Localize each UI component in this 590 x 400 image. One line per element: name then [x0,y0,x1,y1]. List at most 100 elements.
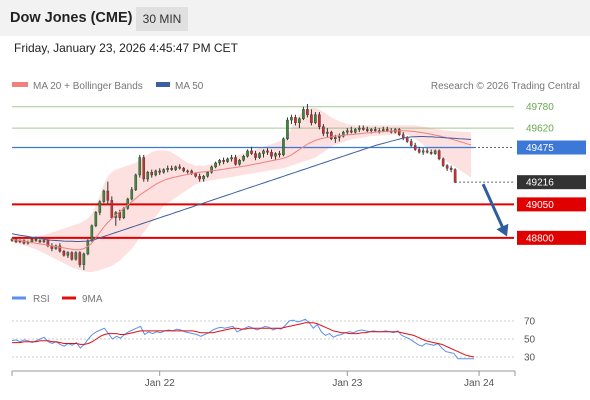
candle-body [62,251,66,256]
candle-body [445,165,449,169]
candle-body [453,169,457,183]
ma50-line [11,136,472,242]
level-label-text: 49475 [526,143,554,154]
candle-body [58,245,62,252]
candle-body [218,160,221,164]
candle-body [90,225,94,241]
candle-body [346,130,349,133]
candle-body [246,150,249,157]
candle-body [202,176,205,180]
candle-body [338,135,341,138]
candle-body [262,150,265,154]
candle-body [421,150,425,153]
candle-body [134,174,138,190]
candle-body [146,172,150,180]
candle-body [30,238,34,243]
candle-body [138,157,142,176]
candle-body [326,131,329,134]
ma20-line [11,130,472,251]
candle-body [178,166,181,169]
x-tick-label: Jan 22 [145,378,175,389]
candle-body [154,170,158,176]
candle-body [158,170,162,173]
candle-body [298,118,301,123]
candle-body [210,166,213,173]
candle-body [409,141,413,146]
rsi-legend-label: RSI [33,294,50,305]
candle-body [230,157,233,160]
ma50-legend-label: MA 50 [175,81,204,92]
candle-body [42,240,46,243]
level-label-box [517,175,586,190]
candle-body [286,119,289,140]
candle-body [397,129,401,135]
candle-body [242,156,245,161]
candle-body [429,151,433,154]
candle-body [34,238,38,241]
candle-body [222,160,225,162]
candle-body [98,201,102,213]
candle-body [322,126,325,134]
candle-body [266,150,269,153]
candle-body [417,149,421,153]
candle-body [166,168,169,170]
candle-body [425,150,429,153]
candle-body [362,127,365,130]
moving-averages-layer [11,130,472,251]
candle-body [186,170,189,173]
x-axis-ticks: Jan 22 Jan 23 Jan 24 [145,371,495,389]
candle-body [270,151,273,157]
candle-body [401,134,405,138]
candle-body [70,252,74,260]
candle-body [318,114,321,127]
candle-body [365,129,369,131]
level-label-text: 49780 [526,102,554,113]
ma9-legend-label: 9MA [82,294,103,305]
candle-body [150,172,154,176]
candle-body [381,129,385,131]
level-label-box [517,230,586,245]
candle-body [118,212,122,218]
x-tick-label: Jan 23 [332,378,362,389]
price-levels-layer: 49780 49620 49475 49216 49050 48800 [12,102,586,245]
candle-body [82,253,86,265]
forecast-arrow-shaft [481,183,506,232]
candle-body [174,166,177,170]
candle-body [290,117,293,121]
candle-body [250,150,253,154]
candle-body [54,245,58,249]
candle-body [238,160,241,165]
rsi-panel: 30 50 70 [11,317,536,364]
instrument-title: Dow Jones (CME) [10,10,133,26]
candle-body [294,117,297,123]
candle-body [441,158,445,166]
candle-body [66,252,70,256]
candle-body [110,200,114,218]
header-bar: Dow Jones (CME) 30 MIN [0,0,590,36]
candle-body [94,212,98,227]
candle-body [38,240,42,243]
bollinger-band-area [12,108,472,272]
candle-body [78,252,82,265]
candle-body [182,168,185,172]
timeframe-badge[interactable]: 30 MIN [136,7,188,31]
bollinger-bands-layer [12,108,472,272]
rsi-tick-label: 70 [524,317,536,328]
candle-body [234,157,237,165]
candle-body [214,162,217,168]
candle-body [274,153,277,157]
candle-body [433,150,437,154]
candle-body [334,137,337,140]
candle-body [126,198,130,209]
rsi-tick-label: 50 [524,335,536,346]
level-label-text: 48800 [526,233,554,244]
credit-text: Research © 2026 Trading Central [431,81,580,92]
candle-body [106,190,110,201]
level-label-text: 49216 [526,178,554,189]
candle-body [194,173,197,177]
candle-body [226,158,229,162]
candles-layer [10,104,457,270]
level-label-text: 49050 [526,200,554,211]
candle-body [278,153,281,156]
candle-body [206,172,209,177]
